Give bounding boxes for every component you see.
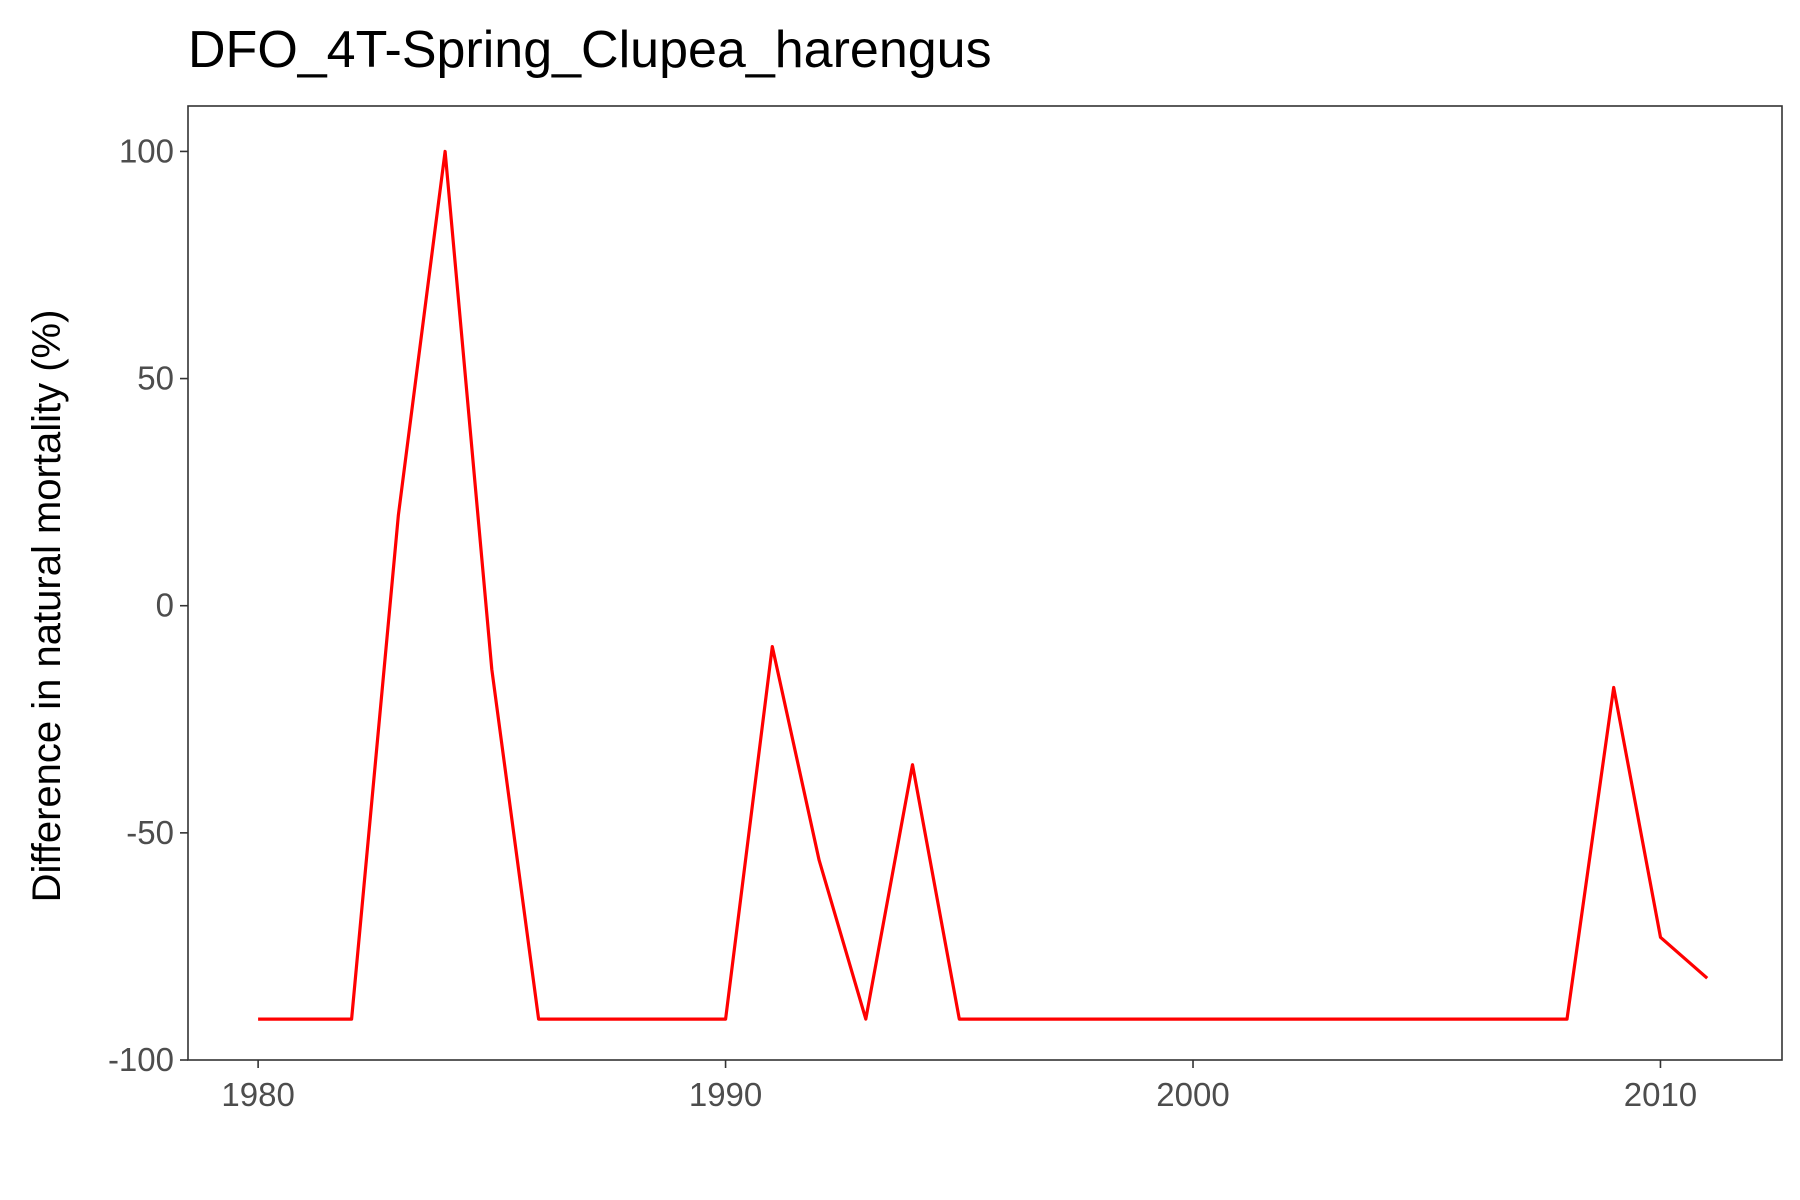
y-axis-title: Difference in natural mortality (%) [25,310,69,903]
y-tick-label: 50 [137,360,174,397]
series-line [258,149,1709,1021]
y-tick-label: -50 [126,814,174,851]
x-tick-label: 2000 [1156,1076,1229,1113]
y-tick-label: 0 [156,587,174,624]
chart-title: DFO_4T-Spring_Clupea_harengus [188,21,992,79]
plot-panel [187,105,1783,1061]
series-lines [258,149,1709,1021]
x-tick-label: 2010 [1624,1076,1697,1113]
x-tick-label: 1990 [689,1076,762,1113]
y-axis: -100 -50 0 50 100 [108,132,188,1078]
y-tick-label: -100 [108,1041,174,1078]
x-axis: 1980 1990 2000 2010 [221,1060,1697,1113]
y-tick-label: 100 [119,132,174,169]
x-tick-label: 1980 [221,1076,294,1113]
